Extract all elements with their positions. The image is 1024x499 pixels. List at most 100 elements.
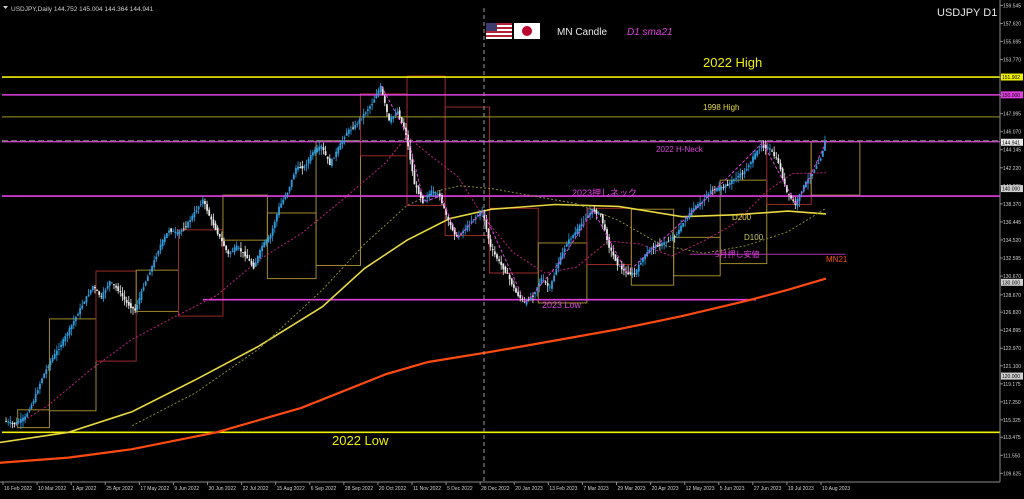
candle-body [350,129,352,131]
y-tick-label: 157.620 [1003,21,1021,27]
candle-body [32,401,35,404]
candle-body [132,306,134,309]
candle-body [629,272,632,275]
candle-body [502,263,505,270]
candle-body [546,283,549,286]
candle-body [563,248,566,253]
candle-body [777,158,780,164]
candle-body [815,166,818,169]
x-tick-label: 25 Apr 2022 [106,486,133,492]
candle-body [28,410,31,412]
candle-body [610,247,613,251]
candle-body [146,276,149,282]
candle-body [197,206,200,210]
candle-body [41,378,43,384]
candle-body [396,111,399,115]
candle-body [574,232,577,236]
candle-body [510,278,513,285]
candle-body [474,216,477,219]
candle-body [771,150,773,152]
candle-body [466,225,469,231]
candle-body [273,221,276,228]
candle-body [284,196,287,199]
candle-body [331,159,333,166]
candle-body [233,247,236,253]
candle-body [582,221,585,223]
candle-body [212,219,215,226]
candle-body [790,195,792,199]
candle-body [521,298,524,300]
candle-body [26,413,29,417]
candle-body [762,144,765,148]
candle-body [686,216,689,220]
candle-body [159,244,162,251]
candle-body [96,290,98,291]
y-tick-label: 130.670 [1003,274,1021,280]
candle-body [144,281,147,286]
candle-body [356,123,359,125]
candle-body [498,259,500,261]
candle-body [813,170,816,173]
candle-body [491,249,494,251]
x-tick-label: 5 Jun 2023 [720,486,745,492]
candle-body [570,238,572,240]
candle-body [754,153,757,160]
candle-body [290,179,293,187]
y-tick-label: 111.550 [1003,453,1021,459]
candle-body [108,281,111,286]
candle-body [343,137,346,139]
candle-body [64,335,67,342]
candle-body [74,316,77,322]
monthly-box [178,229,224,317]
candle-body [182,228,185,230]
candle-body [749,161,752,164]
candle-body [373,99,376,103]
candle-body [544,281,547,283]
candle-body [737,175,740,178]
candle-body [43,373,46,379]
candle-body [174,231,177,233]
candle-body [819,158,822,161]
candle-body [811,174,814,176]
candle-body [597,212,600,214]
candle-body [191,215,194,221]
candle-body [151,266,153,272]
candle-body [341,140,344,145]
candle-body [218,233,221,237]
candle-body [637,264,640,272]
candle-body [434,192,437,195]
x-tick-label: 17 May 2022 [140,486,169,492]
time-axis[interactable]: 16 Feb 2022 10 Mar 2022 1 Apr 2022 25 Apr 2… [2,482,850,492]
candle-body [223,241,225,247]
candle-body [760,146,763,148]
candle-body [66,333,69,336]
candle-body [113,284,115,286]
candle-body [254,262,257,267]
candle-body [55,350,58,356]
candle-body [318,146,321,151]
info-dropdown-icon[interactable] [3,6,8,9]
candle-body [635,269,638,275]
candle-body [669,239,672,241]
chart-info-text: USDJPY,Daily 144.752 145.004 144.364 144… [11,6,154,13]
candle-body [792,199,795,201]
ma-d100 [131,185,827,427]
candle-body [309,154,312,161]
y-tick-label: 146.070 [1003,130,1021,136]
candle-body [354,124,357,129]
x-tick-label: 12 May 2023 [686,486,715,492]
candle-body [568,239,570,245]
candle-body [758,149,761,151]
candle-body [62,339,65,346]
candle-body [773,152,776,157]
candle-body [445,209,448,215]
candle-body [299,167,302,169]
candle-body [237,247,240,249]
candle-body [705,196,708,198]
candle-body [483,210,486,221]
x-tick-label: 28 Dec 2022 [481,486,510,492]
candle-body [654,245,657,249]
candle-body [225,245,228,250]
